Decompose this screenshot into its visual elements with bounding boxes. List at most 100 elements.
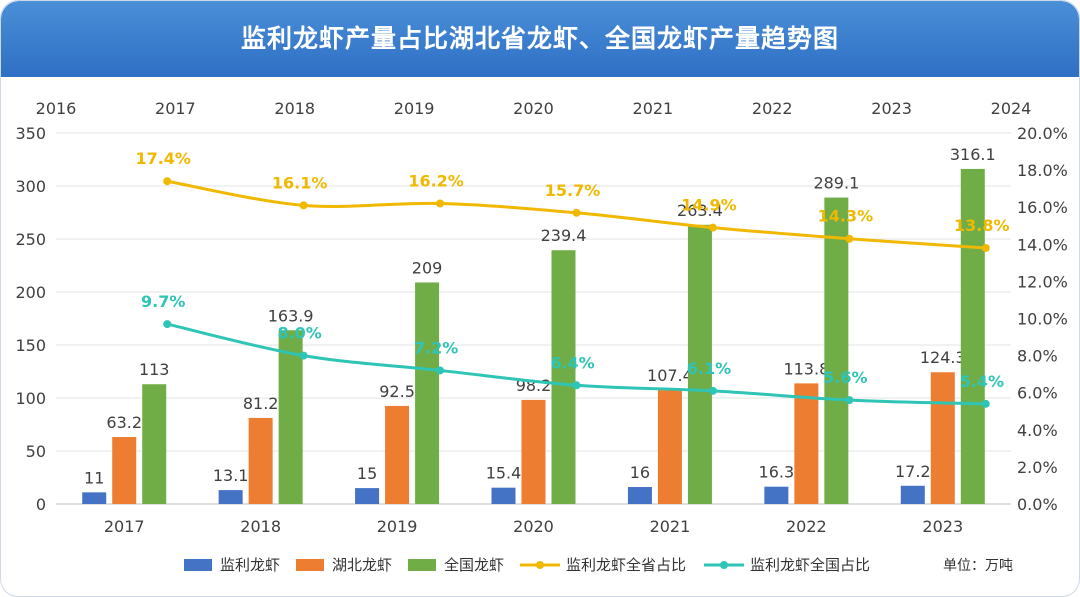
- y-left-tick-label: 100: [15, 389, 46, 408]
- bar-value-label: 63.2: [106, 413, 142, 432]
- bar: [385, 405, 410, 504]
- bar-value-label: 17.2: [895, 462, 931, 481]
- point-value-label: 13.8%: [954, 216, 1010, 235]
- x-top-tick-label: 2017: [155, 99, 196, 118]
- y-left-tick-label: 300: [15, 177, 46, 196]
- bar: [930, 372, 955, 504]
- series-point: [163, 177, 172, 186]
- series-point: [436, 366, 445, 375]
- bar-value-label: 124.3: [920, 348, 966, 367]
- bar-value-label: 81.2: [243, 394, 279, 413]
- point-value-label: 14.9%: [681, 196, 737, 215]
- series-point: [708, 386, 717, 395]
- series-point: [299, 201, 308, 210]
- x-top-tick-label: 2021: [633, 99, 674, 118]
- series-point: [845, 396, 854, 405]
- y-left-tick-label: 200: [15, 283, 46, 302]
- bar: [824, 197, 849, 504]
- x-top-tick-label: 2016: [36, 99, 77, 118]
- bar: [218, 490, 243, 504]
- legend-label: 监利龙虾全国占比: [750, 556, 870, 574]
- series-point: [299, 351, 308, 360]
- bar-value-label: 16.3: [759, 463, 795, 482]
- legend-label: 监利龙虾全省占比: [566, 556, 686, 574]
- series-point: [436, 199, 445, 208]
- bar: [551, 250, 576, 504]
- y-right-tick-label: 2.0%: [1017, 458, 1058, 477]
- y-right-tick-label: 10.0%: [1017, 310, 1068, 329]
- series-point: [708, 223, 717, 232]
- legend-label: 湖北龙虾: [332, 556, 392, 574]
- bar: [521, 399, 546, 504]
- unit-label: 单位：万吨: [943, 558, 1013, 574]
- bar-value-label: 209: [412, 258, 443, 277]
- y-right-tick-label: 4.0%: [1017, 421, 1058, 440]
- x-category-label: 2021: [650, 517, 691, 536]
- x-top-tick-label: 2020: [513, 99, 554, 118]
- bar-value-label: 15.4: [486, 464, 522, 483]
- y-right-tick-label: 18.0%: [1017, 161, 1068, 180]
- point-value-label: 6.1%: [687, 359, 731, 378]
- series-point: [572, 381, 581, 390]
- legend-marker: [720, 561, 728, 569]
- point-value-label: 14.3%: [818, 207, 874, 226]
- point-value-label: 16.2%: [408, 171, 464, 190]
- series-point: [981, 244, 990, 253]
- bar: [491, 487, 516, 504]
- y-left-tick-label: 250: [15, 230, 46, 249]
- legend-swatch: [296, 559, 324, 571]
- y-left-tick-label: 50: [26, 442, 46, 461]
- series-point: [981, 399, 990, 408]
- point-value-label: 6.4%: [550, 353, 594, 372]
- bar: [764, 486, 789, 504]
- x-top-tick-label: 2022: [752, 99, 793, 118]
- y-right-tick-label: 14.0%: [1017, 235, 1068, 254]
- bar-value-label: 15: [357, 464, 377, 483]
- y-left-tick-label: 150: [15, 336, 46, 355]
- series-point: [845, 234, 854, 243]
- bar: [142, 384, 167, 504]
- point-value-label: 5.6%: [823, 368, 867, 387]
- bar: [415, 282, 440, 504]
- x-top-tick-label: 2019: [394, 99, 435, 118]
- y-right-tick-label: 8.0%: [1017, 347, 1058, 366]
- bar-value-label: 316.1: [950, 145, 996, 164]
- bar: [278, 330, 303, 504]
- bar-value-label: 239.4: [541, 226, 587, 245]
- bar: [960, 168, 985, 504]
- x-top-tick-label: 2023: [871, 99, 912, 118]
- bar-value-label: 107.4: [647, 366, 693, 385]
- bar: [794, 383, 819, 504]
- bar-value-label: 113.8: [783, 359, 829, 378]
- legend-swatch: [184, 559, 212, 571]
- y-right-tick-label: 16.0%: [1017, 198, 1068, 217]
- legend-label: 监利龙虾: [220, 556, 280, 574]
- point-value-label: 9.7%: [141, 292, 185, 311]
- bar: [657, 390, 682, 504]
- y-left-tick-label: 350: [15, 124, 46, 143]
- y-left-tick-label: 0: [36, 495, 46, 514]
- bar: [900, 485, 925, 504]
- point-value-label: 5.4%: [960, 372, 1004, 391]
- bar-value-label: 289.1: [813, 174, 859, 193]
- x-category-label: 2022: [786, 517, 827, 536]
- x-category-label: 2018: [240, 517, 281, 536]
- point-value-label: 7.2%: [414, 338, 458, 357]
- point-value-label: 8.0%: [277, 324, 321, 343]
- bar: [627, 487, 652, 504]
- x-category-label: 2017: [104, 517, 145, 536]
- bar-value-label: 16: [630, 463, 650, 482]
- y-right-tick-label: 12.0%: [1017, 272, 1068, 291]
- bar-value-label: 113: [139, 360, 170, 379]
- series-point: [163, 320, 172, 329]
- x-category-label: 2020: [513, 517, 554, 536]
- x-top-tick-label: 2018: [274, 99, 315, 118]
- x-category-label: 2023: [922, 517, 963, 536]
- bar-value-label: 92.5: [379, 382, 415, 401]
- y-right-tick-label: 0.0%: [1017, 495, 1058, 514]
- legend-swatch: [408, 559, 436, 571]
- y-right-tick-label: 20.0%: [1017, 124, 1068, 143]
- bar: [355, 488, 380, 504]
